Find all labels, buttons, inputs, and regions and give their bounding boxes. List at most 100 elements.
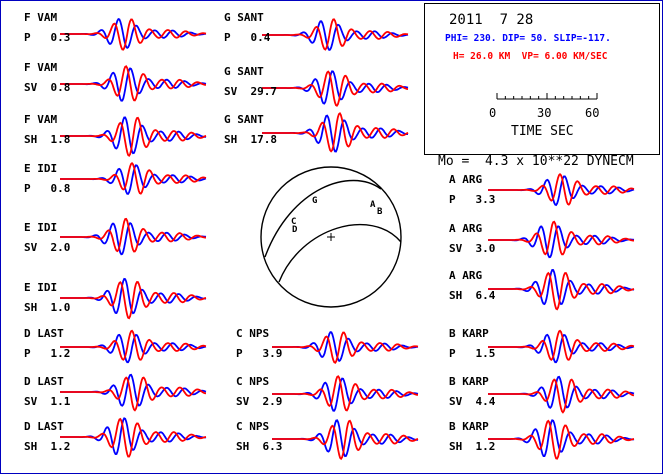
phase-amplitude: SV 1.1 — [24, 395, 71, 408]
station-name: G SANT — [224, 11, 264, 24]
phase-amplitude: SH 1.2 — [24, 440, 71, 453]
trace-label: C NPS SH 6.3 — [236, 421, 282, 453]
synthetic-waveform — [262, 18, 409, 51]
trace-label: A ARG SH 6.4 — [449, 270, 495, 302]
phase-amplitude: SV 2.9 — [236, 395, 283, 408]
station-name: E IDI — [24, 281, 58, 294]
station-name: E IDI — [24, 221, 58, 234]
synthetic-waveform — [488, 419, 635, 460]
station-position-label: D — [292, 225, 298, 235]
trace-label: F VAM SH 1.8 — [24, 114, 70, 146]
trace-label: D LAST P 1.2 — [24, 328, 70, 360]
station-name: A ARG — [449, 269, 483, 282]
phase-amplitude: P 1.5 — [449, 347, 496, 360]
time-axis-label: TIME SEC — [511, 124, 574, 139]
synthetic-waveform — [488, 329, 635, 362]
phase-amplitude: SH 1.8 — [24, 133, 71, 146]
sphere-outline — [260, 166, 402, 308]
station-name: C NPS — [236, 420, 270, 433]
phase-amplitude: SH 6.4 — [449, 289, 496, 302]
phase-amplitude: P 0.3 — [24, 31, 71, 44]
synthetic-waveform — [272, 419, 419, 461]
synthetic-waveform — [60, 18, 207, 51]
mechanism-info-box: 2011 7 28 PHI= 230. DIP= 50. SLIP=-117. … — [424, 3, 660, 155]
station-name: B KARP — [449, 420, 489, 433]
mechanism-parameters: PHI= 230. DIP= 50. SLIP=-117. — [445, 33, 611, 44]
synthetic-waveform — [60, 417, 207, 458]
synthetic-waveform — [488, 271, 635, 311]
trace-label: G SANT P 0.4 — [224, 12, 270, 44]
trace-label: E IDI SV 2.0 — [24, 222, 70, 254]
trace-label: F VAM P 0.3 — [24, 12, 70, 44]
time-tick-0: 0 — [489, 106, 497, 120]
phase-amplitude: SH 17.8 — [224, 133, 277, 146]
phase-amplitude: P 0.8 — [24, 182, 71, 195]
station-name: F VAM — [24, 61, 58, 74]
trace-label: B KARP SH 1.2 — [449, 421, 495, 453]
station-name: C NPS — [236, 375, 270, 388]
observed-waveform — [488, 333, 635, 364]
nodal-plane-1 — [264, 179, 382, 258]
station-position-label: A — [370, 200, 376, 210]
station-name: D LAST — [24, 327, 64, 340]
phase-amplitude: SV 2.0 — [24, 241, 71, 254]
phase-amplitude: P 0.4 — [224, 31, 271, 44]
station-name: F VAM — [24, 113, 58, 126]
trace-label: A ARG P 3.3 — [449, 174, 495, 206]
phase-amplitude: SV 0.8 — [24, 81, 71, 94]
synthetic-waveform — [60, 161, 207, 195]
time-tick-30: 30 — [537, 106, 552, 120]
phase-amplitude: SV 29.7 — [224, 85, 277, 98]
phase-amplitude: SV 4.4 — [449, 395, 496, 408]
trace-label: D LAST SH 1.2 — [24, 421, 70, 453]
station-position-label: C — [291, 217, 296, 227]
station-name: A ARG — [449, 222, 483, 235]
station-name: G SANT — [224, 65, 264, 78]
trace-label: G SANT SH 17.8 — [224, 114, 277, 146]
station-name: E IDI — [24, 162, 58, 175]
depth-velocity-parameters: H= 26.0 KM VP= 6.00 KM/SEC — [453, 51, 608, 62]
trace-label: C NPS SV 2.9 — [236, 376, 282, 408]
station-position-label: B — [377, 207, 383, 217]
synthetic-waveform — [272, 331, 419, 364]
synthetic-waveform — [60, 329, 207, 361]
trace-label: G SANT SV 29.7 — [224, 66, 277, 98]
nodal-plane-2 — [278, 223, 402, 283]
station-name: B KARP — [449, 375, 489, 388]
synthetic-waveform — [60, 65, 206, 102]
phase-amplitude: P 3.9 — [236, 347, 283, 360]
station-name: B KARP — [449, 327, 489, 340]
station-name: D LAST — [24, 375, 64, 388]
synthetic-waveform — [60, 280, 207, 320]
synthetic-waveform — [60, 217, 206, 253]
station-name: C NPS — [236, 327, 270, 340]
synthetic-waveform — [60, 376, 207, 412]
trace-label: E IDI P 0.8 — [24, 163, 70, 195]
synthetic-waveform — [60, 116, 207, 157]
time-tick-60: 60 — [585, 106, 600, 120]
station-position-label: G — [312, 196, 317, 206]
station-name: F VAM — [24, 11, 58, 24]
synthetic-waveform — [488, 220, 634, 256]
trace-label: B KARP P 1.5 — [449, 328, 495, 360]
phase-amplitude: SV 3.0 — [449, 242, 496, 255]
phase-amplitude: SH 6.3 — [236, 440, 283, 453]
trace-label: E IDI SH 1.0 — [24, 282, 70, 314]
trace-label: D LAST SV 1.1 — [24, 376, 70, 408]
synthetic-waveform — [262, 70, 409, 107]
event-date: 2011 7 28 — [449, 12, 534, 28]
phase-amplitude: P 1.2 — [24, 347, 71, 360]
synthetic-waveform — [262, 111, 409, 153]
trace-label: F VAM SV 0.8 — [24, 62, 70, 94]
phase-amplitude: P 3.3 — [449, 193, 496, 206]
synthetic-waveform — [272, 375, 418, 412]
station-name: A ARG — [449, 173, 483, 186]
station-name: G SANT — [224, 113, 264, 126]
synthetic-waveform — [488, 172, 635, 206]
seismic-moment: Mo = 4.3 x 10**22 DYNECM — [438, 154, 634, 169]
time-scale-bar — [496, 93, 598, 100]
focal-mechanism-sphere: G CD AB — [260, 166, 402, 308]
trace-label: C NPS P 3.9 — [236, 328, 282, 360]
phase-amplitude: SH 1.2 — [449, 440, 496, 453]
